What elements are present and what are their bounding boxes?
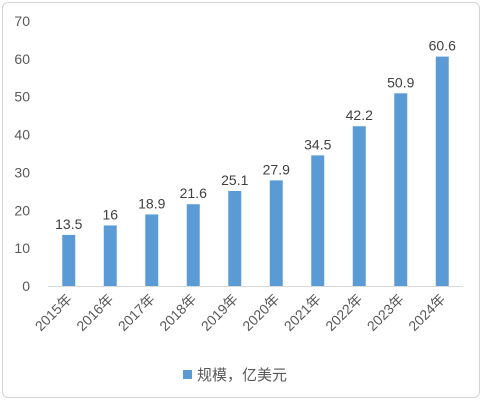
legend: 规模，亿美元 bbox=[183, 366, 287, 384]
bar bbox=[311, 155, 325, 286]
x-axis-ticks: 2015年2016年2017年2018年2019年2020年2021年2022年… bbox=[32, 291, 449, 334]
bar-value-label: 50.9 bbox=[387, 74, 414, 90]
y-tick-label: 60 bbox=[14, 51, 30, 67]
x-tick-label: 2015年 bbox=[32, 291, 75, 334]
bar bbox=[352, 126, 366, 286]
y-tick-label: 40 bbox=[14, 127, 30, 143]
bar bbox=[269, 180, 283, 286]
bar-value-label: 34.5 bbox=[304, 136, 331, 152]
bar bbox=[103, 225, 117, 286]
bar-value-label: 25.1 bbox=[221, 172, 248, 188]
bar-value-label: 21.6 bbox=[180, 185, 207, 201]
bar-value-label: 18.9 bbox=[138, 195, 165, 211]
x-tick-label: 2017年 bbox=[115, 291, 158, 334]
bar-value-label: 13.5 bbox=[55, 216, 82, 232]
x-tick-label: 2020年 bbox=[239, 291, 282, 334]
bar bbox=[62, 234, 76, 286]
x-tick-label: 2016年 bbox=[73, 291, 116, 334]
y-axis-ticks: 0 10 20 30 40 50 60 70 bbox=[14, 13, 30, 294]
legend-swatch bbox=[183, 370, 192, 379]
bar-value-label: 16 bbox=[102, 206, 118, 222]
bar-value-label: 60.6 bbox=[429, 38, 456, 54]
y-tick-label: 70 bbox=[14, 13, 30, 29]
x-tick-label: 2018年 bbox=[156, 291, 199, 334]
x-tick-label: 2024年 bbox=[405, 291, 448, 334]
x-tick-label: 2022年 bbox=[322, 291, 365, 334]
bar-value-label: 42.2 bbox=[346, 107, 373, 123]
y-tick-label: 50 bbox=[14, 89, 30, 105]
bar bbox=[228, 190, 242, 286]
bar bbox=[186, 204, 200, 286]
y-tick-label: 20 bbox=[14, 202, 30, 218]
bar bbox=[394, 93, 408, 286]
legend-label: 规模，亿美元 bbox=[197, 366, 287, 384]
bars bbox=[62, 56, 449, 287]
x-tick-label: 2019年 bbox=[198, 291, 241, 334]
bar bbox=[435, 56, 449, 287]
data-labels: 13.5 16 18.9 21.6 25.1 27.9 34.5 42.2 50.9 60.6 bbox=[55, 38, 456, 232]
y-tick-label: 0 bbox=[22, 278, 30, 294]
x-tick-label: 2021年 bbox=[281, 291, 324, 334]
bar-value-label: 27.9 bbox=[263, 161, 290, 177]
x-tick-label: 2023年 bbox=[364, 291, 407, 334]
bar bbox=[145, 214, 159, 286]
y-tick-label: 10 bbox=[14, 240, 30, 256]
y-tick-label: 30 bbox=[14, 164, 30, 180]
